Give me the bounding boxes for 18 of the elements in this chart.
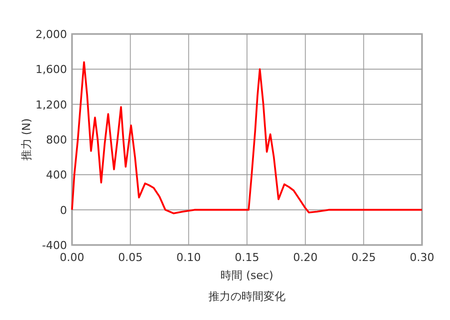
y-tick-label: 800 (46, 134, 67, 146)
x-tick-label: 0.15 (234, 251, 260, 264)
x-tick-label: 0.05 (118, 251, 143, 264)
y-tick-label: 1,200 (36, 98, 67, 112)
y-tick-label: 2,000 (36, 28, 67, 41)
y-tick-label: 400 (46, 168, 67, 182)
x-tick-label: 0.20 (293, 251, 318, 264)
x-axis-title: 時間 (sec) (220, 269, 274, 282)
y-tick-label: -400 (42, 239, 67, 252)
x-tick-label: 0.25 (351, 251, 376, 264)
x-tick-label: 0.00 (60, 251, 84, 264)
y-tick-label: 1,600 (36, 63, 67, 76)
y-tick-label: 0 (60, 204, 67, 217)
y-axis-title: 推力 (N) (20, 118, 33, 161)
text: 推力の時間変化 (208, 290, 286, 303)
x-tick-label: 0.30 (410, 251, 434, 264)
x-tick-label: 0.10 (176, 251, 201, 264)
line-series (71, 61, 423, 214)
